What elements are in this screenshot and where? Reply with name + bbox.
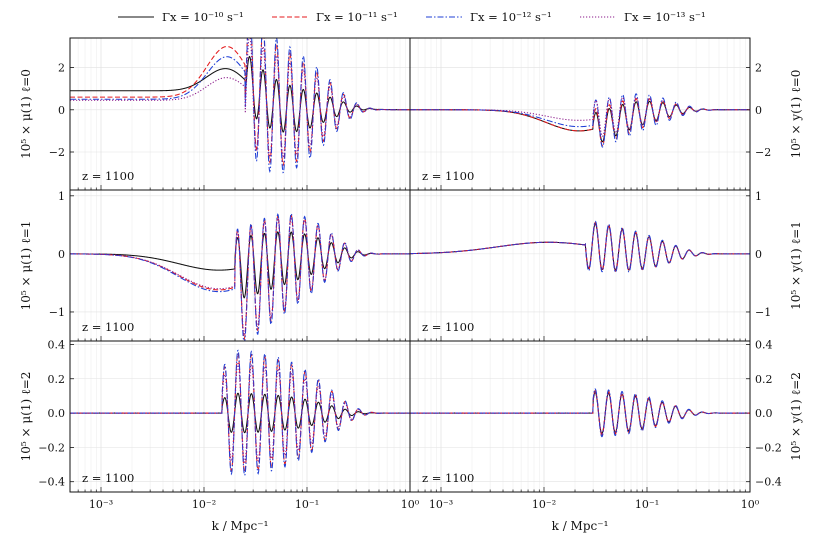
legend-entry: Γx = 10⁻¹⁰ s⁻¹ (118, 10, 244, 24)
series-line (70, 349, 410, 477)
series-line (70, 38, 410, 174)
redshift-annotation: z = 1100 (82, 471, 134, 485)
x-tick-label: 10⁻² (532, 498, 556, 511)
series-line (70, 38, 410, 159)
panel-frame (409, 189, 751, 342)
y-tick-label: 0.2 (755, 373, 773, 386)
panel-mu0: −2 0 2 z = 1100 10⁵ × μ(1) ℓ=0 (19, 37, 411, 191)
panel-frame (69, 37, 411, 191)
x-tick-label: 10⁻³ (429, 498, 453, 511)
legend-label: Γx = 10⁻¹⁰ s⁻¹ (162, 10, 244, 24)
panel-mu2: −0.4 −0.2 0.0 0.2 0.4 z = 1100 10⁵ × μ(1) ℓ=2 1… (19, 338, 420, 533)
redshift-annotation: z = 1100 (422, 471, 474, 485)
series-line (70, 212, 410, 341)
curves-y1 (410, 220, 750, 273)
legend-label: Γx = 10⁻¹³ s⁻¹ (624, 10, 706, 24)
panel-mu1: −1 0 1 z = 1100 10⁵ × μ(1) ℓ=1 (19, 189, 411, 342)
y-tick-label: 2 (755, 62, 762, 75)
y-tick-label: −2 (49, 146, 65, 159)
series-line (410, 222, 750, 271)
series-line (410, 221, 750, 272)
y-tick-label: 1 (58, 190, 65, 203)
panel-frame (409, 340, 751, 493)
redshift-annotation: z = 1100 (82, 169, 134, 183)
y-tick-label: −0.4 (755, 476, 782, 489)
x-tick-label: 10⁻³ (89, 498, 113, 511)
y-tick-label: −1 (755, 306, 771, 319)
series-line (410, 388, 750, 438)
curves-y2 (410, 388, 750, 438)
panel-y1: −1 0 1 z = 1100 10⁵ × y(1) ℓ=1 (409, 189, 803, 342)
legend-label: Γx = 10⁻¹¹ s⁻¹ (316, 10, 398, 24)
y-tick-label: 0.4 (755, 338, 773, 351)
x-axis-label: k / Mpc⁻¹ (552, 519, 609, 533)
redshift-annotation: z = 1100 (82, 320, 134, 334)
series-line (410, 223, 750, 271)
legend-entry: Γx = 10⁻¹² s⁻¹ (426, 10, 552, 24)
redshift-annotation: z = 1100 (422, 320, 474, 334)
legend-entry: Γx = 10⁻¹³ s⁻¹ (580, 10, 706, 24)
series-line (70, 362, 410, 463)
curves-mu0 (70, 38, 410, 174)
y-axis-label: 10⁵ × y(1) ℓ=1 (789, 221, 803, 310)
y-tick-label: 0.4 (48, 338, 66, 351)
y-tick-label: 0 (755, 248, 762, 261)
y-tick-label: 0.0 (48, 407, 66, 420)
x-tick-label: 10⁻¹ (635, 498, 659, 511)
y-tick-label: 0 (58, 104, 65, 117)
y-axis-label: 10⁵ × y(1) ℓ=0 (789, 70, 803, 159)
y-tick-label: 0.2 (48, 373, 66, 386)
curves-mu2 (70, 349, 410, 477)
y-axis-label: 10⁵ × μ(1) ℓ=2 (19, 372, 33, 462)
y-axis-label: 10⁵ × μ(1) ℓ=0 (19, 69, 33, 159)
series-line (410, 220, 750, 273)
x-tick-label: 10⁰ (741, 498, 760, 511)
y-tick-label: 0 (755, 104, 762, 117)
x-tick-label: 10⁰ (401, 498, 420, 511)
redshift-annotation: z = 1100 (422, 169, 474, 183)
y-tick-label: −0.2 (38, 441, 65, 454)
curves-mu1 (70, 212, 410, 341)
x-axis-label: k / Mpc⁻¹ (212, 519, 269, 533)
y-tick-label: −1 (49, 306, 65, 319)
series-line (410, 96, 750, 137)
series-line (410, 98, 750, 147)
panel-frame (409, 37, 751, 191)
y-tick-label: −0.2 (755, 441, 782, 454)
series-line (410, 93, 750, 148)
y-tick-label: 2 (58, 62, 65, 75)
series-line (410, 100, 750, 143)
y-tick-label: −2 (755, 146, 771, 159)
x-tick-label: 10⁻¹ (295, 498, 319, 511)
panel-frame (69, 340, 411, 493)
panel-y0: −2 0 2 z = 1100 10⁵ × y(1) ℓ=0 (409, 37, 803, 191)
legend: Γx = 10⁻¹⁰ s⁻¹ Γx = 10⁻¹¹ s⁻¹ Γx = 10⁻¹² s… (118, 10, 706, 24)
legend-label: Γx = 10⁻¹² s⁻¹ (470, 10, 552, 24)
panel-y2: −0.4 −0.2 0.0 0.2 0.4 z = 1100 10⁵ × y(1) ℓ=2 1… (409, 338, 803, 533)
y-axis-label: 10⁵ × y(1) ℓ=2 (789, 372, 803, 461)
legend-entry: Γx = 10⁻¹¹ s⁻¹ (272, 10, 398, 24)
curves-y0 (410, 93, 750, 148)
y-tick-label: 1 (755, 190, 762, 203)
y-tick-label: −0.4 (38, 476, 65, 489)
series-line (70, 38, 410, 166)
y-axis-label: 10⁵ × μ(1) ℓ=1 (19, 221, 33, 311)
x-tick-label: 10⁻² (192, 498, 216, 511)
y-tick-label: 0 (58, 248, 65, 261)
y-tick-label: 0.0 (755, 407, 773, 420)
